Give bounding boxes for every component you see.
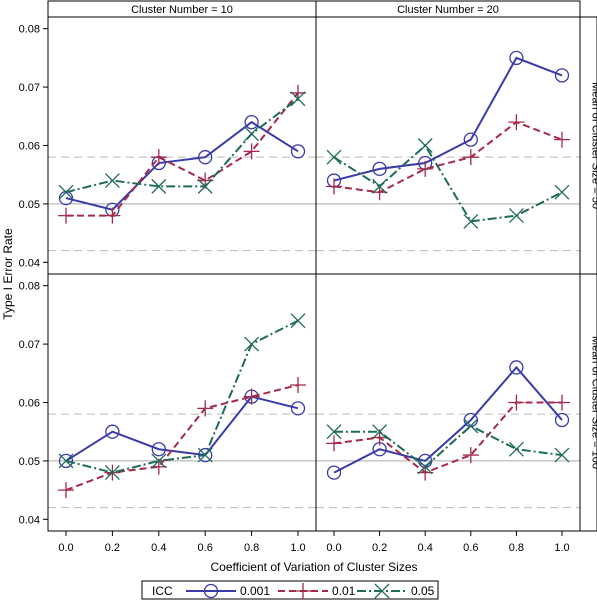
x-tick-label: 0.8 (244, 542, 259, 554)
x-tick-label: 0.2 (372, 542, 387, 554)
data-point (554, 395, 570, 411)
x-tick-label: 1.0 (554, 542, 569, 554)
data-point (291, 314, 305, 328)
data-point (58, 482, 74, 498)
y-tick-label: 0.06 (19, 398, 40, 410)
data-point (58, 208, 74, 224)
y-tick-label: 0.08 (19, 24, 40, 36)
y-tick-label: 0.07 (19, 339, 40, 351)
x-axis-title: Coefficient of Variation of Cluster Size… (211, 560, 418, 574)
y-tick-label: 0.06 (19, 141, 40, 153)
x-tick-label: 0.0 (58, 542, 73, 554)
x-tick-label: 0.4 (151, 542, 166, 554)
data-point (508, 114, 524, 130)
data-point (555, 185, 569, 199)
data-point (59, 185, 73, 199)
y-tick-label: 0.07 (19, 82, 40, 94)
series-line (66, 321, 298, 473)
y-tick-label: 0.04 (19, 257, 40, 269)
data-point (418, 139, 432, 153)
y-tick-label: 0.04 (19, 514, 40, 526)
data-point (463, 149, 479, 165)
y-axis-title: Type I Error Rate (1, 228, 15, 320)
series-line (66, 385, 298, 490)
x-tick-label: 0.4 (418, 542, 433, 554)
row-header-label: Mean of Cluster Size = 50 (590, 82, 597, 209)
data-point (326, 178, 342, 194)
column-header-label: Cluster Number = 20 (397, 4, 499, 16)
row-header-label: Mean of Cluster Size = 100 (590, 336, 597, 469)
x-tick-label: 0.2 (105, 542, 120, 554)
y-tick-label: 0.05 (19, 456, 40, 468)
x-tick-label: 0.0 (326, 542, 341, 554)
data-point (245, 337, 259, 351)
series-line (334, 367, 562, 472)
series-line (334, 403, 562, 473)
data-point (554, 132, 570, 148)
y-tick-label: 0.05 (19, 199, 40, 211)
series-line (66, 397, 298, 461)
x-tick-label: 0.6 (463, 542, 478, 554)
legend-label: 0.05 (411, 584, 435, 598)
series-line (334, 58, 562, 181)
series-line (66, 99, 298, 192)
panel-border (48, 274, 580, 531)
x-tick-label: 1.0 (290, 542, 305, 554)
panel-border (48, 17, 580, 274)
legend-label: 0.001 (240, 584, 270, 598)
legend-title: ICC (152, 584, 173, 598)
x-tick-label: 0.6 (198, 542, 213, 554)
column-header-label: Cluster Number = 10 (131, 4, 233, 16)
legend-label: 0.01 (332, 584, 356, 598)
data-point (104, 208, 120, 224)
data-point (509, 442, 523, 456)
x-tick-label: 0.8 (509, 542, 524, 554)
series-line (66, 93, 298, 216)
y-tick-label: 0.08 (19, 281, 40, 293)
data-point (290, 377, 306, 393)
